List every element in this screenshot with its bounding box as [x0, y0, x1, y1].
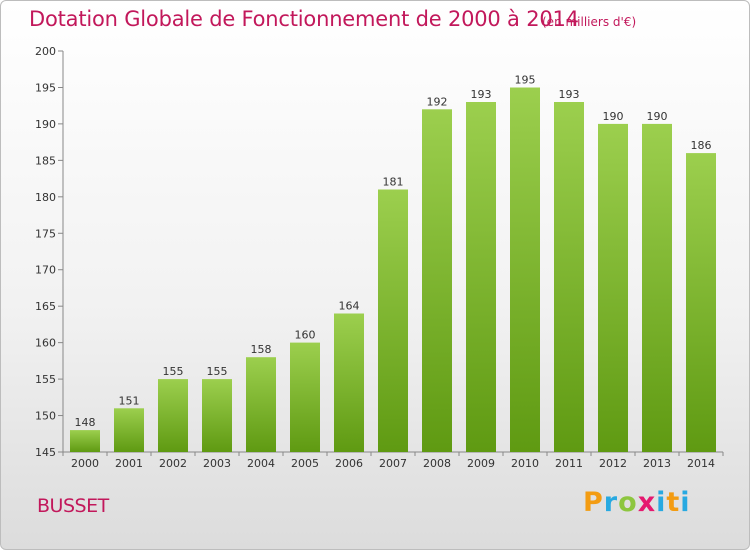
x-tick-label-2005: 2005: [291, 457, 319, 470]
bar-2009: [466, 102, 496, 452]
data-label-2004: 158: [251, 343, 272, 356]
data-label-2009: 193: [471, 88, 492, 101]
bar-2014: [686, 153, 716, 452]
data-label-2014: 186: [691, 139, 712, 152]
y-tick-label: 145: [35, 446, 56, 459]
bars: [70, 87, 716, 453]
x-tick-label-2011: 2011: [555, 457, 583, 470]
data-label-2013: 190: [647, 110, 668, 123]
bar-2006: [334, 313, 364, 452]
data-label-2008: 192: [427, 95, 448, 108]
y-tick-label: 190: [35, 118, 56, 131]
data-label-2003: 155: [207, 365, 228, 378]
data-label-2002: 155: [163, 365, 184, 378]
y-tick-label: 195: [35, 81, 56, 94]
data-label-2001: 151: [119, 394, 140, 407]
data-label-2006: 164: [339, 300, 360, 313]
bar-2010: [510, 87, 540, 452]
x-tick-label-2001: 2001: [115, 457, 143, 470]
bar-2000: [70, 430, 100, 452]
data-label-2011: 193: [559, 88, 580, 101]
proxiti-logo[interactable]: Proxiti: [583, 487, 691, 518]
x-tick-label-2007: 2007: [379, 457, 407, 470]
bar-2007: [378, 189, 408, 452]
data-label-2000: 148: [75, 416, 96, 429]
x-tick-label-2009: 2009: [467, 457, 495, 470]
y-tick-label: 165: [35, 300, 56, 313]
data-label-2010: 195: [515, 74, 536, 87]
x-tick-label-2000: 2000: [71, 457, 99, 470]
chart-subtitle: (en milliers d'€): [542, 15, 637, 29]
bar-2001: [114, 408, 144, 452]
x-tick-label-2008: 2008: [423, 457, 451, 470]
axes: 145 150 155 160 165 170 175 180 185 190 195 200: [35, 45, 724, 459]
y-tick-label: 185: [35, 154, 56, 167]
x-tick-label-2012: 2012: [599, 457, 627, 470]
y-tick-label: 155: [35, 373, 56, 386]
bar-2013: [642, 123, 672, 453]
bar-2005: [290, 342, 320, 452]
bar-2012: [598, 123, 628, 453]
bar-2002: [158, 379, 188, 452]
commune-name: BUSSET: [37, 495, 109, 517]
labels: 148 2000 151 2001 155 2002 155 2003 158 2004 160 20…: [71, 74, 715, 471]
x-tick-label-2004: 2004: [247, 457, 275, 470]
x-tick-label-2002: 2002: [159, 457, 187, 470]
data-label-2012: 190: [603, 110, 624, 123]
y-tick-label: 200: [35, 45, 56, 58]
x-tick-label-2006: 2006: [335, 457, 363, 470]
data-label-2007: 181: [383, 176, 404, 189]
x-tick-label-2013: 2013: [643, 457, 671, 470]
x-tick-label-2003: 2003: [203, 457, 231, 470]
bar-2003: [202, 379, 232, 452]
bar-2004: [246, 357, 276, 452]
x-tick-label-2014: 2014: [687, 457, 715, 470]
y-tick-label: 170: [35, 264, 56, 277]
bar-2008: [422, 109, 452, 453]
y-tick-label: 175: [35, 227, 56, 240]
bar-2011: [554, 102, 584, 452]
y-tick-label: 160: [35, 337, 56, 350]
x-tick-label-2010: 2010: [511, 457, 539, 470]
chart-title: Dotation Globale de Fonctionnement de 20…: [29, 7, 579, 31]
y-tick-label: 180: [35, 191, 56, 204]
data-label-2005: 160: [295, 329, 316, 342]
y-tick-label: 150: [35, 410, 56, 423]
